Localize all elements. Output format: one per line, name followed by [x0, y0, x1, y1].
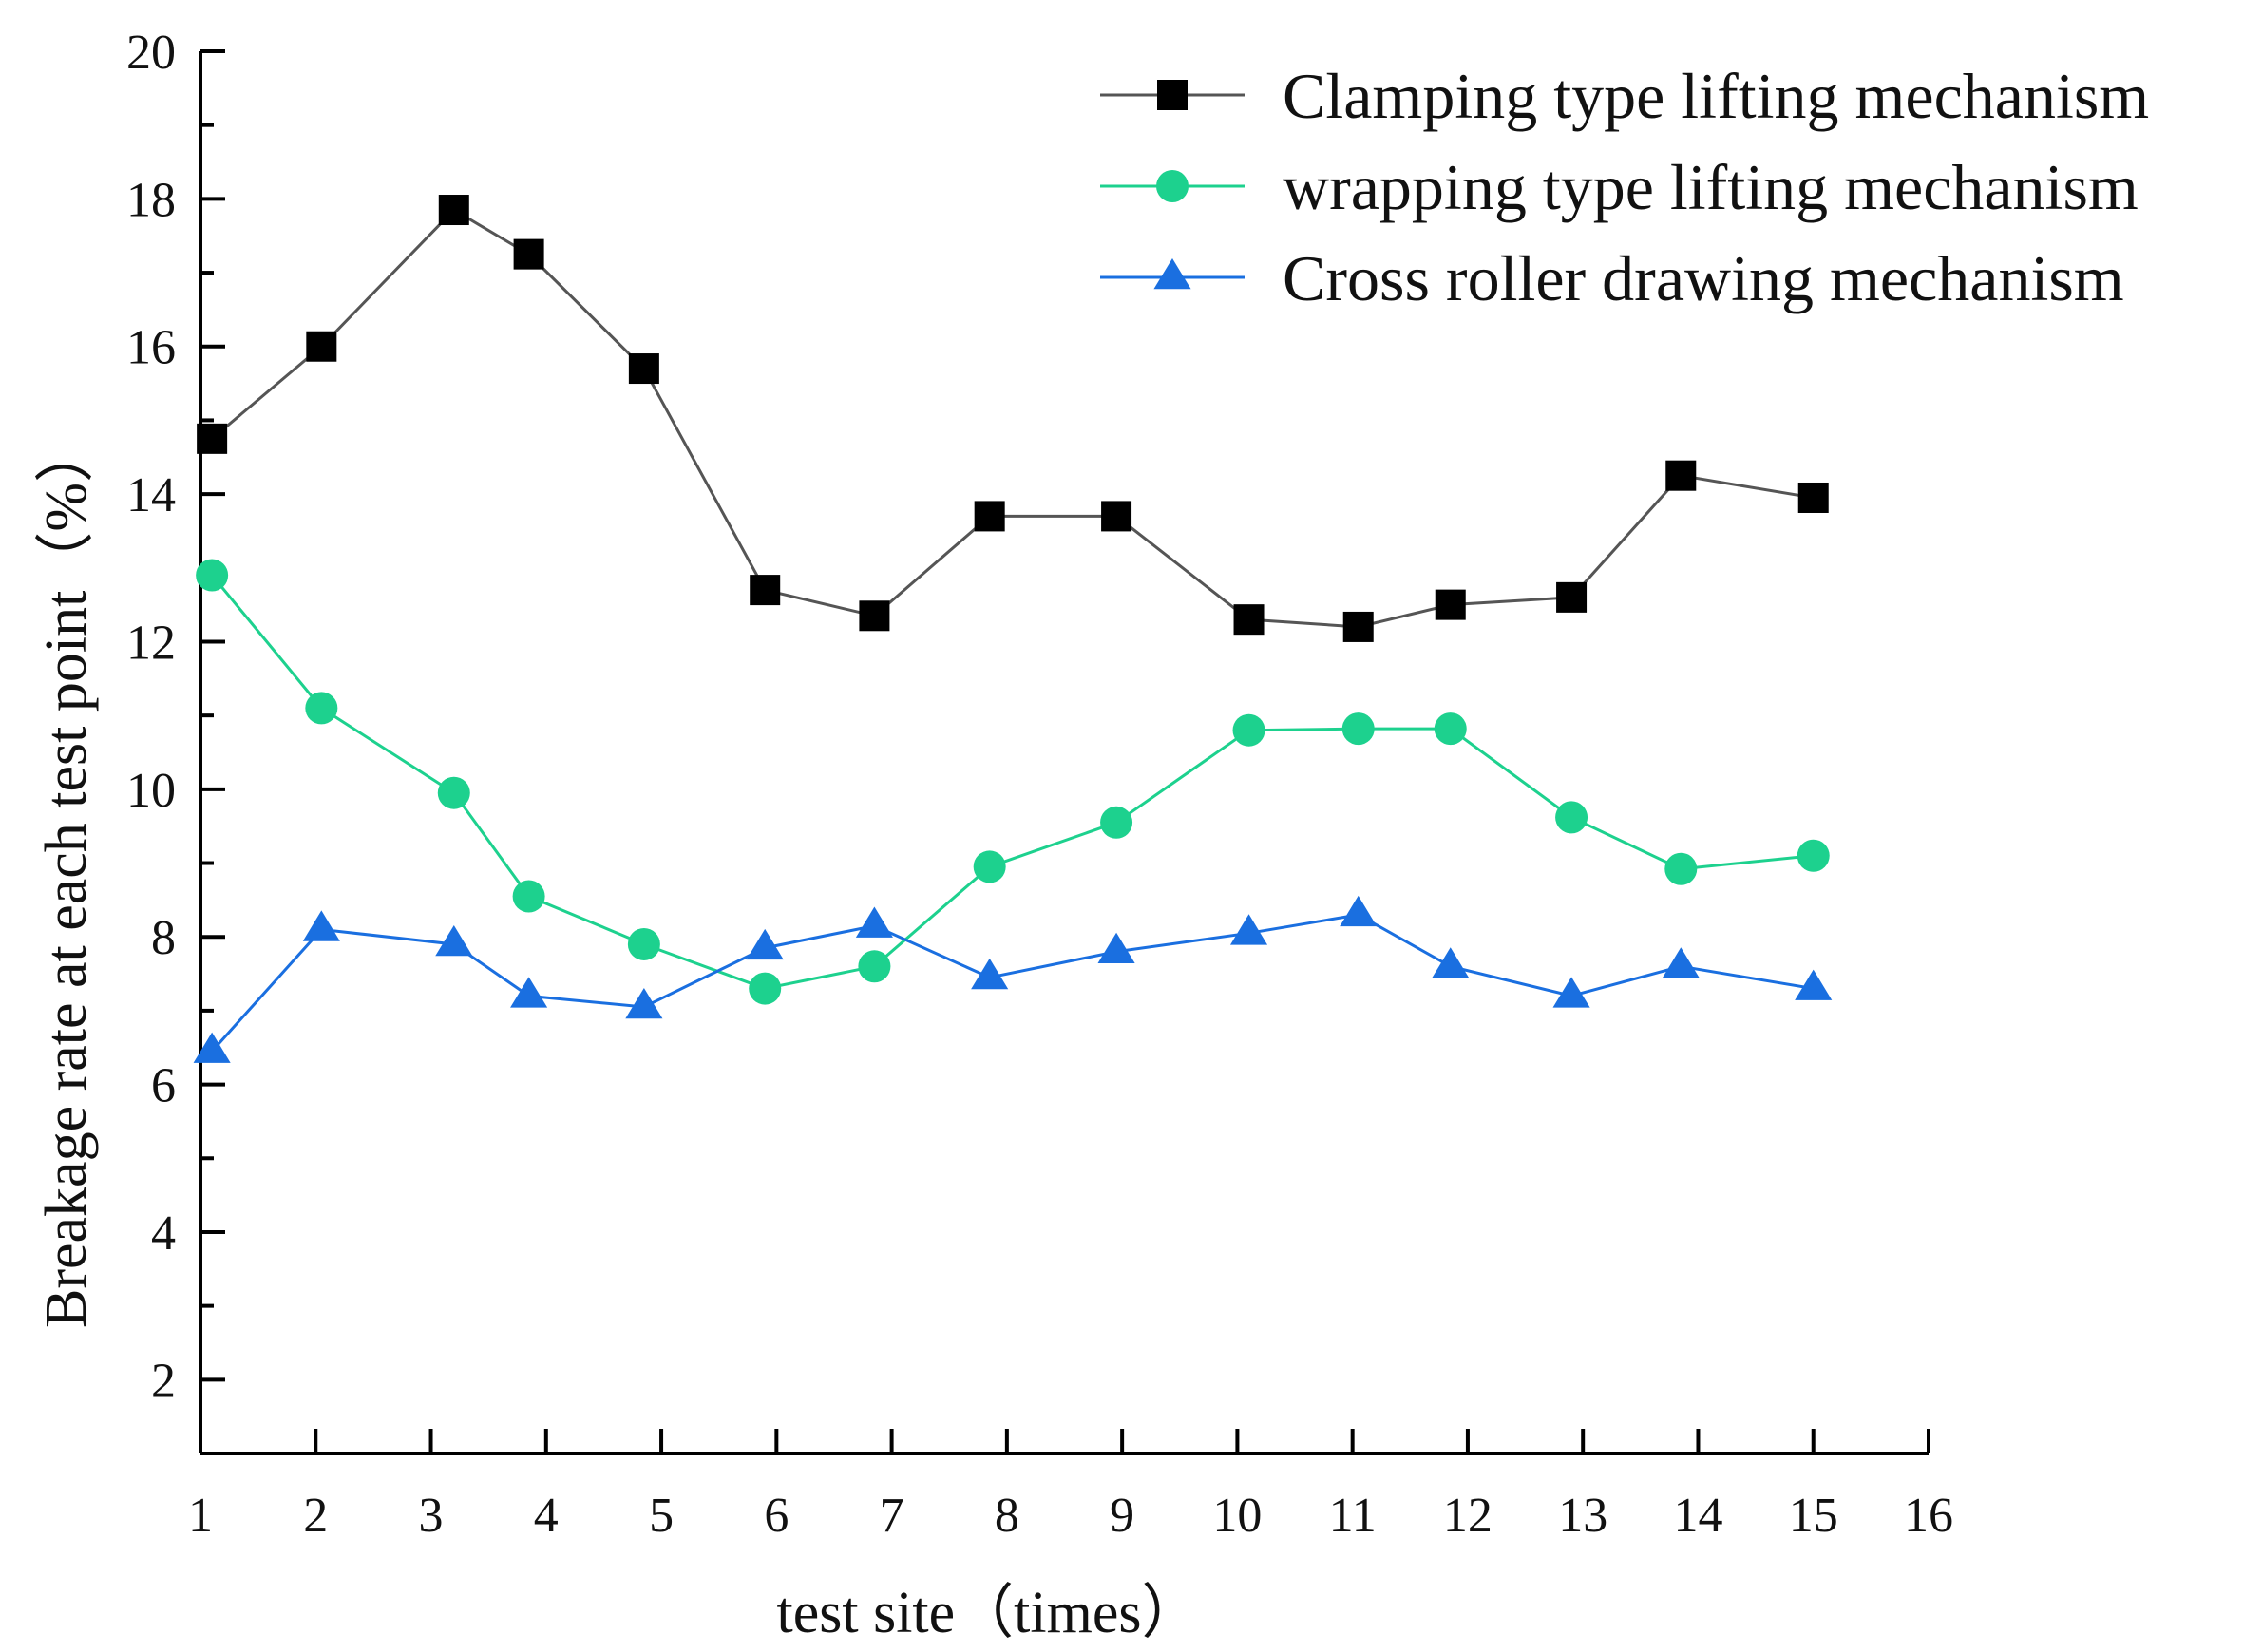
x-tick-label: 14	[1673, 1489, 1722, 1543]
series-2	[196, 559, 1830, 1005]
square-marker	[197, 423, 228, 454]
x-tick-label: 7	[880, 1489, 904, 1543]
y-axis-title: Breakage rate at each test point（%）	[34, 424, 99, 1328]
legend-item-3: Cross roller drawing mechanism	[1100, 242, 2124, 314]
legend-label: Cross roller drawing mechanism	[1283, 242, 2124, 314]
legend-item-1: Clamping type lifting mechanism	[1100, 60, 2149, 132]
y-tick-label: 12	[126, 616, 176, 670]
square-marker	[628, 353, 659, 385]
circle-marker	[1156, 170, 1189, 202]
circle-marker	[1555, 801, 1588, 834]
y-tick-label: 4	[151, 1206, 176, 1261]
square-marker	[1101, 501, 1132, 532]
triangle-marker	[1432, 947, 1470, 978]
x-tick-label: 15	[1789, 1489, 1838, 1543]
x-axis-title: test site（times）	[776, 1581, 1200, 1645]
triangle-marker	[1662, 947, 1700, 978]
triangle-marker	[971, 958, 1009, 990]
x-tick-label: 12	[1443, 1489, 1493, 1543]
y-tick-label: 6	[151, 1059, 176, 1113]
square-marker	[1797, 482, 1829, 513]
circle-marker	[1341, 712, 1375, 746]
triangle-marker	[1340, 895, 1378, 927]
triangle-marker	[1097, 932, 1135, 964]
triangle-marker	[1229, 914, 1268, 945]
x-tick-label: 3	[419, 1489, 444, 1543]
square-marker	[750, 575, 781, 606]
triangle-marker	[1153, 257, 1191, 290]
square-marker	[438, 195, 469, 226]
y-tick-label: 16	[126, 321, 176, 375]
circle-marker	[1232, 713, 1265, 747]
square-marker	[1157, 80, 1188, 110]
triangle-marker	[625, 987, 663, 1019]
x-tick-label: 1	[188, 1489, 213, 1543]
square-marker	[1556, 581, 1588, 613]
square-marker	[974, 501, 1005, 532]
x-tick-label: 10	[1212, 1489, 1262, 1543]
y-ticks: 2 4 6 8 10 12 14 16 18 20	[126, 26, 225, 1455]
triangle-marker	[193, 1032, 231, 1063]
legend-item-2: wrapping type lifting mechanism	[1100, 151, 2139, 223]
circle-marker	[512, 880, 545, 913]
triangle-marker	[1552, 977, 1590, 1008]
circle-marker	[749, 972, 782, 1005]
triangle-marker	[1795, 969, 1833, 1000]
square-marker	[306, 331, 337, 362]
square-marker	[859, 600, 890, 632]
square-marker	[513, 238, 544, 270]
x-tick-label: 13	[1558, 1489, 1607, 1543]
x-tick-label: 16	[1904, 1489, 1953, 1543]
y-tick-label: 20	[126, 26, 176, 80]
circle-marker	[1797, 839, 1830, 872]
series-layer	[193, 195, 1833, 1063]
circle-marker	[196, 559, 229, 592]
square-marker	[1342, 611, 1374, 642]
circle-marker	[437, 776, 470, 809]
x-tick-label: 8	[995, 1489, 1019, 1543]
legend-label: Clamping type lifting mechanism	[1283, 60, 2149, 132]
x-tick-label: 4	[534, 1489, 559, 1543]
x-tick-label: 6	[764, 1489, 789, 1543]
circle-marker	[973, 850, 1006, 883]
x-tick-label: 11	[1329, 1489, 1377, 1543]
y-tick-label: 18	[126, 173, 176, 227]
triangle-marker	[435, 924, 473, 957]
series-3	[193, 895, 1833, 1063]
circle-marker	[1664, 852, 1698, 885]
triangle-marker	[855, 906, 893, 938]
circle-marker	[627, 927, 660, 960]
square-marker	[1665, 460, 1697, 491]
y-tick-label: 8	[151, 911, 176, 965]
circle-marker	[305, 692, 338, 725]
circle-marker	[1434, 712, 1467, 746]
square-marker	[1435, 589, 1466, 620]
circle-marker	[1100, 806, 1133, 839]
triangle-marker	[510, 977, 548, 1008]
legend: Clamping type lifting mechanism wrapping …	[1100, 60, 2149, 314]
y-tick-label: 14	[126, 468, 176, 522]
square-marker	[1233, 604, 1265, 636]
x-tick-label: 9	[1110, 1489, 1134, 1543]
triangle-marker	[302, 910, 340, 941]
circle-marker	[858, 950, 891, 983]
x-ticks: 1 2 3 4 5 6 7 8 9 10 11 12 13 14 15 16	[188, 1429, 1953, 1543]
x-tick-label: 2	[303, 1489, 328, 1543]
legend-label: wrapping type lifting mechanism	[1283, 151, 2139, 223]
x-tick-label: 5	[649, 1489, 674, 1543]
series-1	[197, 195, 1829, 642]
triangle-marker	[746, 928, 784, 960]
y-tick-label: 10	[126, 764, 176, 818]
y-tick-label: 2	[151, 1354, 176, 1408]
